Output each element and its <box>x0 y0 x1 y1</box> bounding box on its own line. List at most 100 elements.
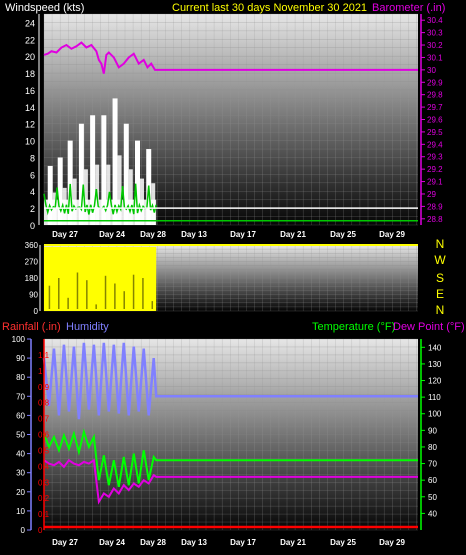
temperature-tick-label: 110 <box>428 393 441 402</box>
current-header: Current last 30 days November 30 2021 <box>172 2 367 14</box>
wind-max-bar <box>90 115 96 225</box>
direction-tick-label: 90 <box>29 291 38 300</box>
temperature-tick-label: 60 <box>428 476 437 485</box>
wind-tick-label: 16 <box>25 86 35 96</box>
direction-gap <box>142 278 144 309</box>
temperature-tick-label: 50 <box>428 493 437 502</box>
wind-max-bar <box>67 140 73 225</box>
direction-gap <box>151 301 154 309</box>
temperature-tick-label: 130 <box>428 360 442 369</box>
humidity-line <box>42 342 418 420</box>
barometer-tick-label: 29.3 <box>427 153 443 162</box>
humidity-tick-label: 100 <box>12 335 26 344</box>
x-tick-label: Day 13 <box>181 538 207 547</box>
wind-max-bar <box>47 165 53 225</box>
x-tick-label: Day 28 <box>140 538 166 547</box>
wind-tick-label: 18 <box>25 69 35 79</box>
humidity-tick-label: 20 <box>16 488 25 497</box>
direction-area <box>44 246 157 311</box>
wind-tick-label: 20 <box>25 52 35 62</box>
humidity-tick-label: 30 <box>16 469 25 478</box>
x-tick-label: Day 17 <box>230 230 256 239</box>
wind-bar <box>117 155 122 225</box>
direction-gap <box>114 283 116 309</box>
compass-label: S <box>436 271 444 285</box>
rain-tick-label: 0 <box>38 526 43 535</box>
x-tick-label: Day 25 <box>330 538 356 547</box>
direction-gap <box>95 304 97 309</box>
wind-bar <box>83 169 88 225</box>
direction-tick-label: 270 <box>25 258 39 267</box>
barometer-tick-label: 30.2 <box>427 41 443 50</box>
barometer-tick-label: 30.4 <box>427 16 443 25</box>
wind-tick-label: 24 <box>25 18 35 28</box>
rain-tick-label: 1 <box>38 367 43 376</box>
wind-max-bar <box>135 140 140 225</box>
barometer-tick-label: 28.8 <box>427 215 443 224</box>
compass-label: N <box>436 303 445 317</box>
compass-label: N <box>436 237 445 251</box>
x-tick-label: Day 29 <box>379 538 405 547</box>
rainfall-header: Rainfall (.in) <box>2 321 61 333</box>
wind-tick-label: 6 <box>30 170 35 180</box>
x-tick-label: Day 21 <box>280 230 306 239</box>
barometer-tick-label: 28.9 <box>427 202 443 211</box>
direction-tick-label: 0 <box>34 307 39 316</box>
humidity-tick-label: 40 <box>16 450 25 459</box>
wind-tick-label: 10 <box>25 137 35 147</box>
temperature-header: Temperature (°F) <box>312 321 395 333</box>
temperature-tick-label: 70 <box>428 460 437 469</box>
x-tick-label: Day 13 <box>181 230 207 239</box>
barometer-tick-label: 30.1 <box>427 53 443 62</box>
compass-label: E <box>436 287 444 301</box>
barometer-tick-label: 30.3 <box>427 29 443 38</box>
direction-gap <box>67 297 69 309</box>
windspeed-header: Windspeed (kts) <box>5 2 84 14</box>
humidity-header: Humidity <box>66 321 109 333</box>
panel-wind-bg <box>44 14 418 225</box>
direction-tick-label: 360 <box>25 241 39 250</box>
barometer-tick-label: 29.6 <box>427 116 443 125</box>
temperature-line <box>43 428 418 488</box>
direction-gap <box>76 272 79 309</box>
wind-max-bar <box>123 123 129 225</box>
humidity-tick-label: 70 <box>16 392 25 401</box>
dewpoint-header: Dew Point (°F) <box>393 321 465 333</box>
humidity-tick-label: 60 <box>16 411 25 420</box>
temperature-tick-label: 90 <box>428 426 437 435</box>
x-tick-label: Day 25 <box>330 230 356 239</box>
dewpoint-line <box>43 458 418 505</box>
wind-tick-label: 8 <box>30 153 35 163</box>
direction-gap <box>104 275 107 309</box>
wind-bar <box>128 169 133 225</box>
humidity-tick-label: 80 <box>16 373 25 382</box>
temperature-tick-label: 80 <box>428 443 437 452</box>
barometer-tick-label: 29.1 <box>427 178 443 187</box>
x-tick-label: Day 28 <box>140 230 166 239</box>
barometer-tick-label: 29.4 <box>427 140 443 149</box>
compass-label: W <box>434 253 446 267</box>
wind-tick-label: 0 <box>30 221 35 231</box>
direction-tick-label: 180 <box>25 274 39 283</box>
barometer-tick-label: 29.7 <box>427 103 443 112</box>
barometer-line <box>43 41 418 74</box>
temperature-tick-label: 140 <box>428 343 442 352</box>
wind-tick-label: 12 <box>25 120 35 130</box>
direction-gap <box>86 280 88 309</box>
barometer-tick-label: 29 <box>427 190 436 199</box>
barometer-tick-label: 29.8 <box>427 91 443 100</box>
barometer-tick-label: 29.5 <box>427 128 443 137</box>
barometer-tick-label: 30 <box>427 66 436 75</box>
temperature-tick-label: 100 <box>428 410 442 419</box>
direction-gap <box>58 278 60 309</box>
humidity-tick-label: 50 <box>16 431 25 440</box>
direction-gap <box>123 291 125 309</box>
barometer-tick-label: 29.9 <box>427 78 443 87</box>
humidity-tick-label: 90 <box>16 354 25 363</box>
direction-gap <box>48 285 51 309</box>
direction-gap <box>132 274 135 309</box>
barometer-tick-label: 29.2 <box>427 165 443 174</box>
temperature-tick-label: 120 <box>428 377 442 386</box>
x-tick-label: Day 29 <box>379 230 405 239</box>
